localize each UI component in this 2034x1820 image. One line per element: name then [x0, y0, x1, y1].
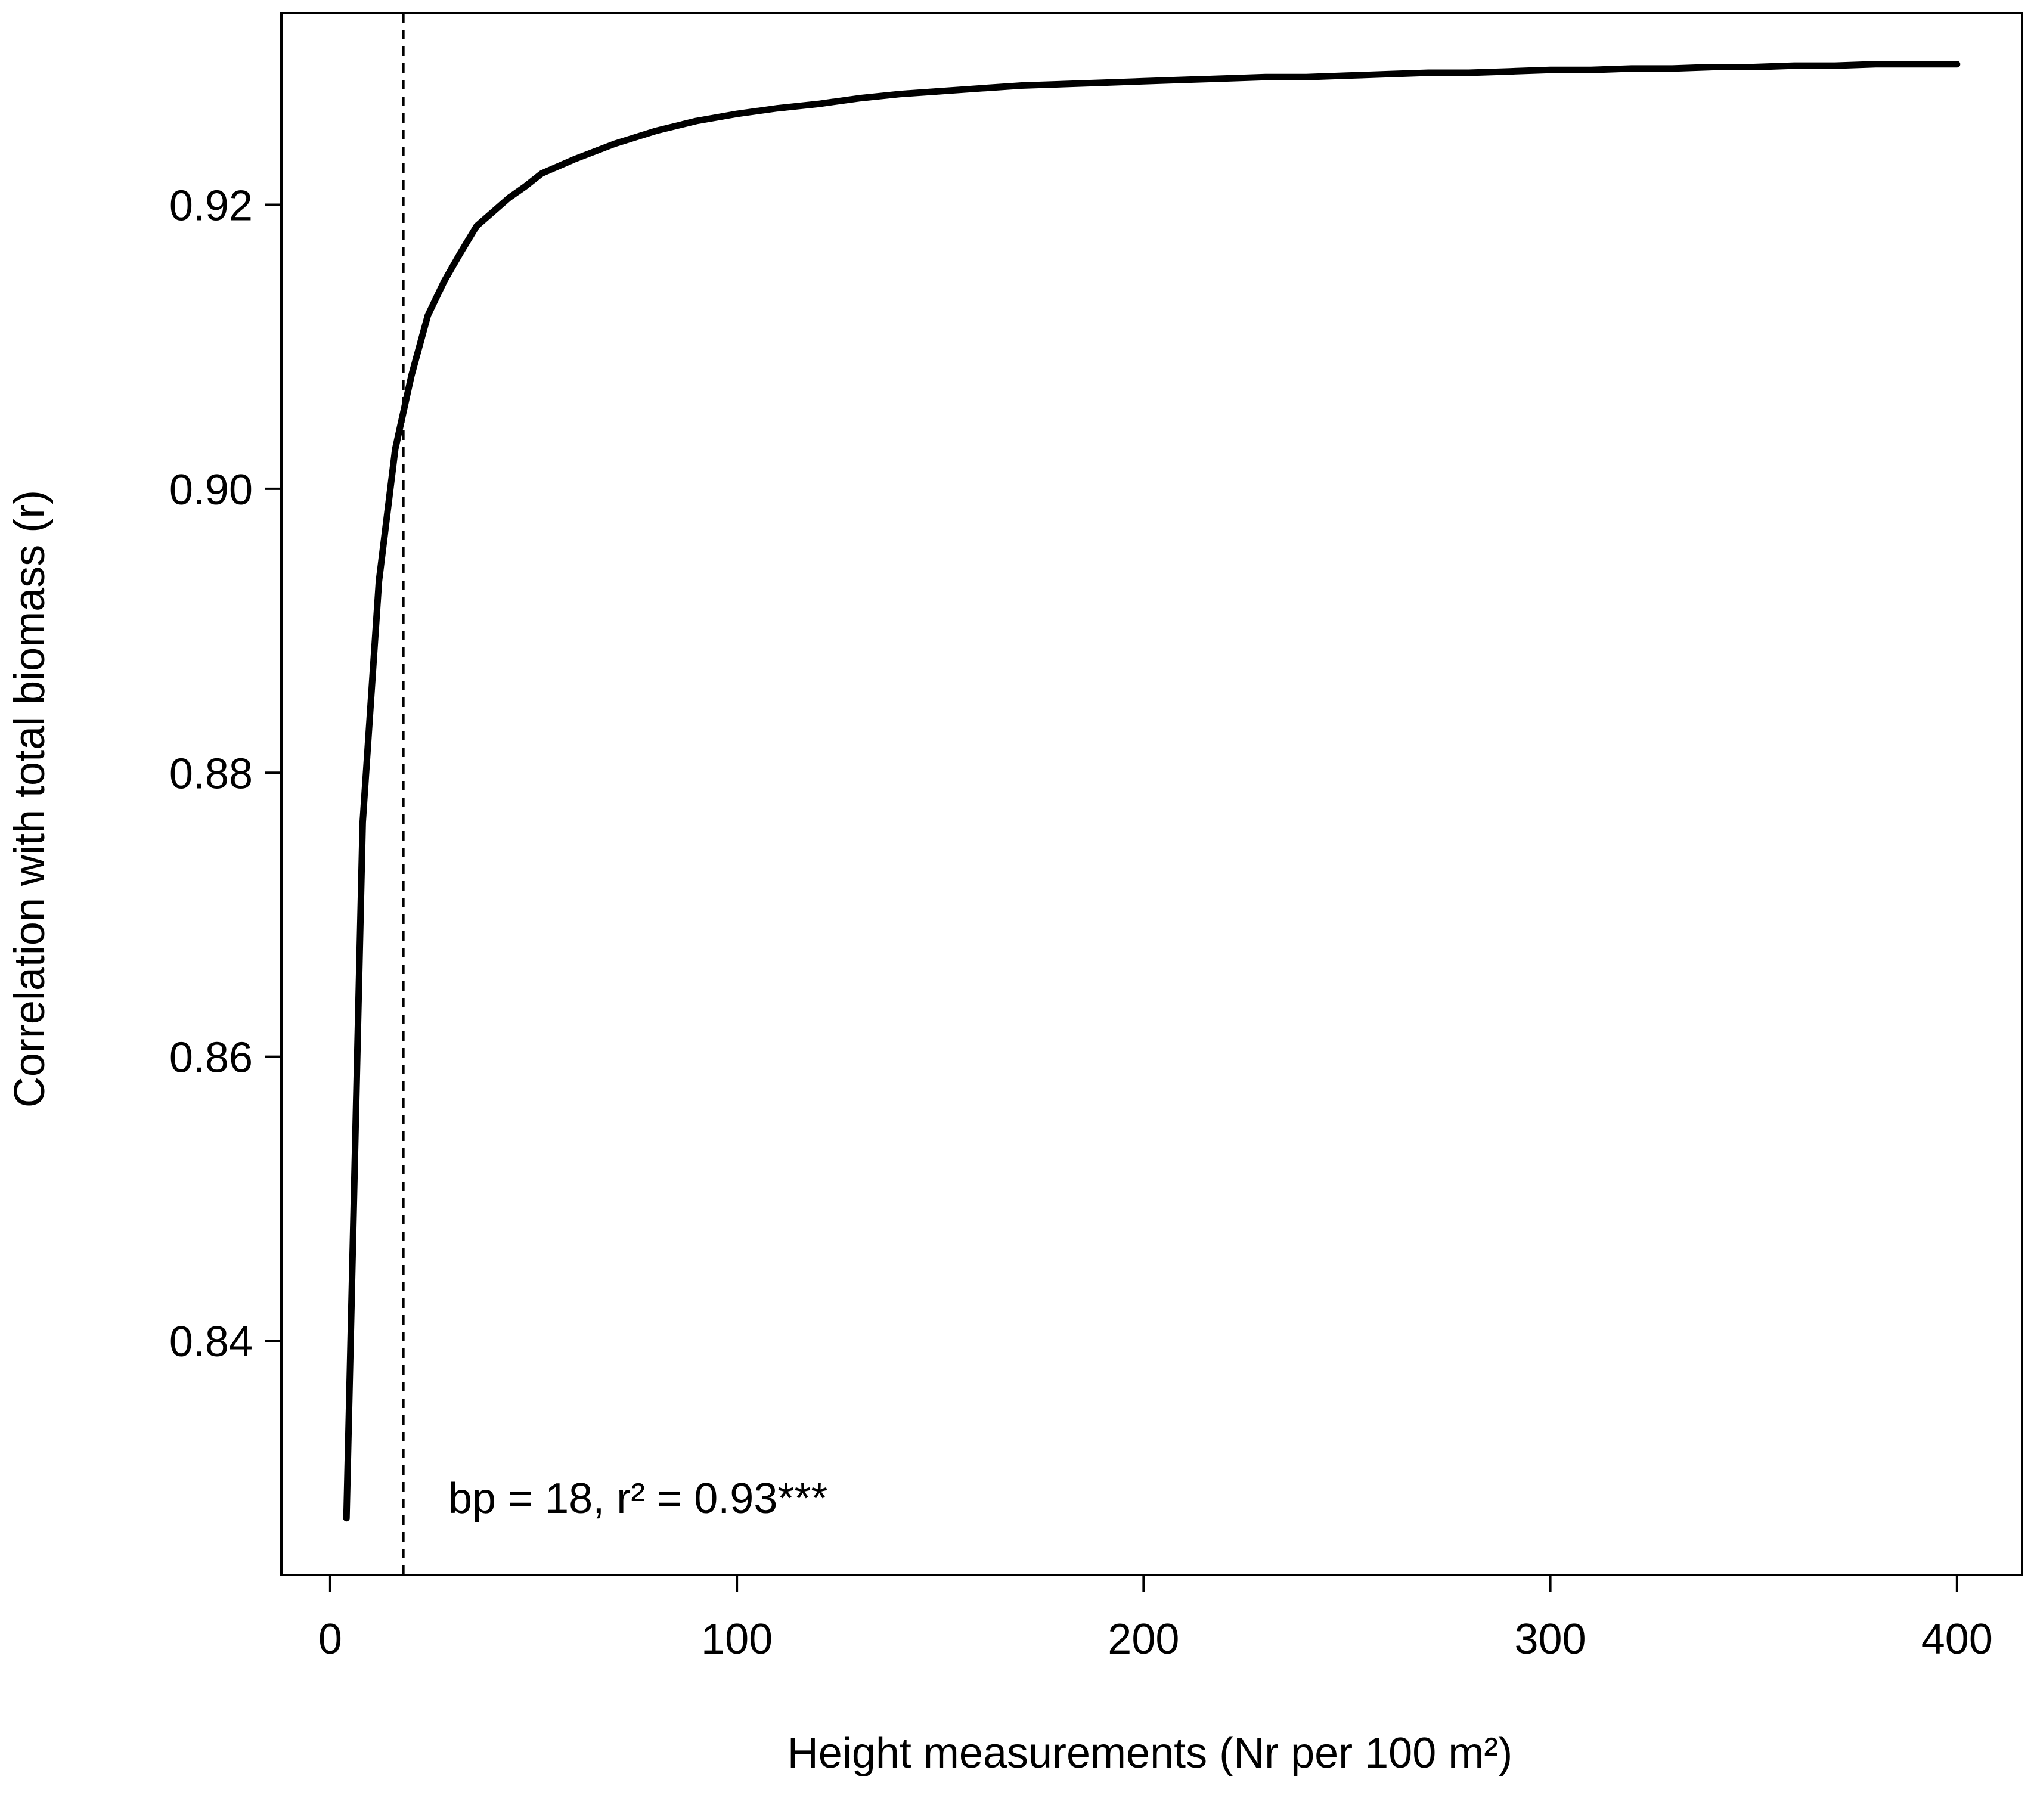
plot-area: 0 100 200 300 400 0.84 0.86 0.88 0.90 0.92: [169, 12, 2023, 1663]
x-axis-label: Height measurements (Nr per 100 m²): [787, 1729, 1512, 1777]
y-tick-label: 0.84: [169, 1318, 253, 1366]
series-line: [343, 61, 1961, 1522]
y-tick-label: 0.90: [169, 466, 253, 514]
x-tick-label: 400: [1921, 1616, 1993, 1663]
x-tick-label: 0: [318, 1616, 342, 1663]
annotation-label: bp = 18, r² = 0.93***: [448, 1475, 827, 1523]
y-tick-label: 0.92: [169, 182, 253, 230]
y-tick-label: 0.88: [169, 750, 253, 798]
x-tick-label: 300: [1515, 1616, 1586, 1663]
x-tick-label: 100: [701, 1616, 773, 1663]
y-tick-label: 0.86: [169, 1034, 253, 1082]
x-tick-label: 200: [1108, 1616, 1179, 1663]
y-axis-label: Correlation with total biomass (r): [6, 490, 54, 1108]
plot-frame: [280, 12, 2023, 1576]
